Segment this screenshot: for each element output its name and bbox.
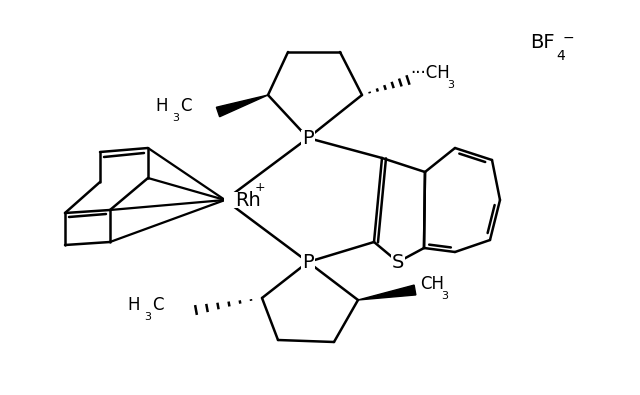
Text: H: H: [127, 296, 140, 314]
Text: H: H: [156, 97, 168, 115]
Text: Rh: Rh: [235, 190, 260, 209]
Text: +: +: [255, 181, 266, 194]
Text: BF: BF: [530, 32, 555, 51]
Text: S: S: [392, 252, 404, 271]
FancyBboxPatch shape: [301, 130, 315, 146]
Text: ···CH: ···CH: [410, 64, 450, 82]
Text: CH: CH: [420, 275, 444, 293]
Polygon shape: [216, 95, 268, 117]
FancyBboxPatch shape: [224, 192, 266, 208]
FancyBboxPatch shape: [391, 254, 405, 270]
Text: −: −: [563, 31, 575, 45]
Text: 3: 3: [172, 113, 179, 123]
Text: C: C: [180, 97, 191, 115]
FancyBboxPatch shape: [301, 254, 315, 270]
Text: 3: 3: [144, 312, 151, 322]
Text: C: C: [152, 296, 163, 314]
Text: P: P: [302, 128, 314, 147]
Text: 3: 3: [447, 80, 454, 90]
Text: 4: 4: [556, 49, 564, 63]
Text: 3: 3: [441, 291, 448, 301]
Text: P: P: [302, 252, 314, 271]
Polygon shape: [358, 285, 416, 300]
